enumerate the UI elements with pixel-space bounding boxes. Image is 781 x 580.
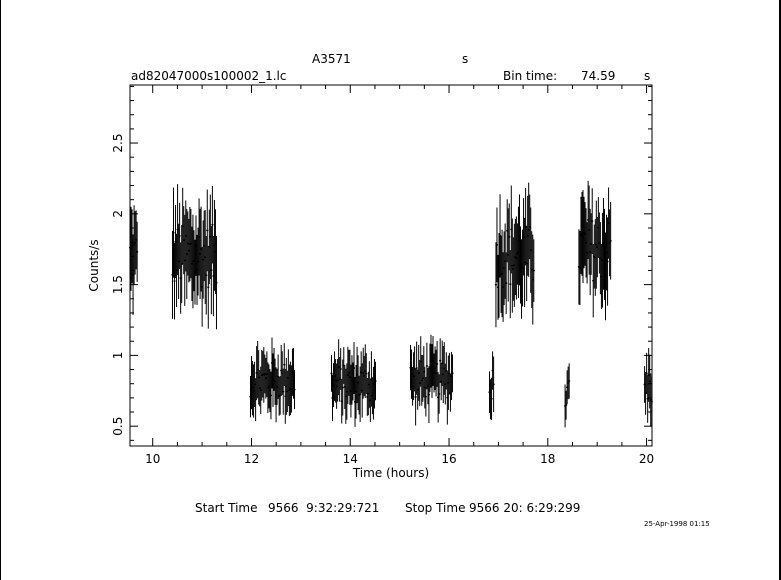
start-time-label: Start Time xyxy=(195,501,258,515)
bin-time-label: Bin time: xyxy=(503,69,558,83)
y-tick-label: 1.5 xyxy=(111,275,125,294)
stop-time-value: 9566 20: 6:29:299 xyxy=(469,501,581,515)
file-name: ad82047000s100002_1.lc xyxy=(131,69,287,83)
x-tick-label: 18 xyxy=(540,452,555,466)
y-tick-label: 1 xyxy=(111,352,125,360)
x-tick-label: 20 xyxy=(639,452,654,466)
object-name: A3571 xyxy=(312,52,351,66)
y-tick-label: 0.5 xyxy=(111,417,125,436)
x-tick-label: 12 xyxy=(244,452,259,466)
units-label: s xyxy=(462,52,469,66)
bin-time-unit: s xyxy=(644,69,651,83)
y-tick-label: 2.5 xyxy=(111,133,125,152)
stop-time-label: Stop Time xyxy=(405,501,466,515)
x-tick-label: 16 xyxy=(441,452,456,466)
x-tick-label: 10 xyxy=(145,452,160,466)
y-axis-label: Counts/s xyxy=(87,239,101,291)
x-tick-label: 14 xyxy=(343,452,358,466)
bin-time-value: 74.59 xyxy=(581,69,616,83)
start-time-value: 9566 9:32:29:721 xyxy=(268,501,380,515)
axis-tick-labels: 10 12 14 16 18 20 0.5 1 1.5 2 2.5 xyxy=(111,133,654,466)
x-axis-label: Time (hours) xyxy=(352,466,429,480)
window-edge-right xyxy=(779,0,781,580)
window-edge-left xyxy=(0,0,1,580)
y-tick-label: 2 xyxy=(111,210,125,218)
date-stamp: 25-Apr-1998 01:15 xyxy=(644,520,710,528)
data-marks xyxy=(129,180,653,428)
